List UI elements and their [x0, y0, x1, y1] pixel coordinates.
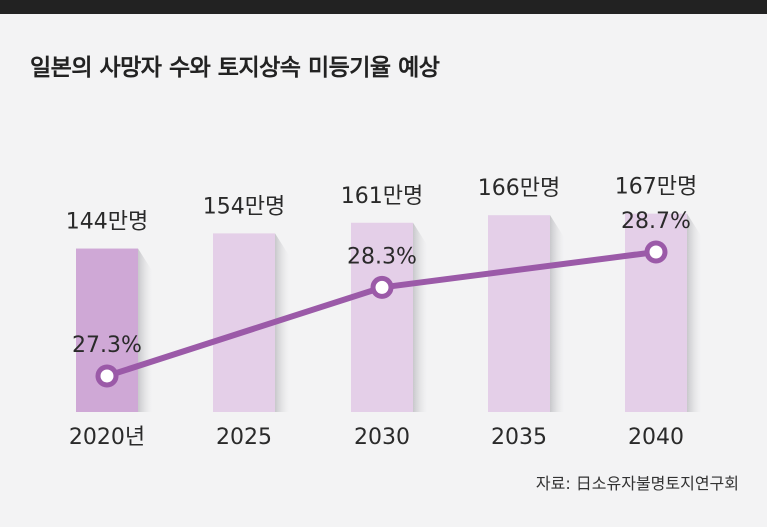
bar-value-label: 154만명	[203, 194, 285, 219]
bar-value-label: 144만명	[66, 210, 148, 235]
line-value-label: 28.7%	[621, 209, 691, 234]
category-label: 2035	[491, 425, 547, 450]
category-label: 2040	[628, 425, 684, 450]
bar-value-label: 167만명	[615, 175, 697, 200]
bar-shadow	[413, 222, 427, 412]
bar	[351, 222, 413, 412]
category-label: 2025	[216, 425, 272, 450]
line-point	[370, 275, 394, 299]
line-value-label: 27.3%	[72, 333, 142, 358]
line-point	[644, 240, 668, 264]
bar-shadow	[550, 215, 564, 412]
source-note: 자료: 日소유자불명토지연구회	[535, 474, 739, 493]
bar-shadow	[687, 213, 701, 412]
bar-value-label: 166만명	[478, 176, 560, 201]
line-point	[95, 364, 119, 388]
bar-value-label: 161만명	[341, 184, 423, 209]
category-label: 2030	[354, 425, 410, 450]
line-value-label: 28.3%	[347, 244, 417, 269]
chart-title: 일본의 사망자 수와 토지상속 미등기율 예상	[30, 55, 440, 81]
bar	[488, 215, 550, 412]
top-bar	[0, 0, 767, 14]
category-label: 2020년	[69, 425, 145, 450]
bar-shadow	[138, 248, 152, 412]
